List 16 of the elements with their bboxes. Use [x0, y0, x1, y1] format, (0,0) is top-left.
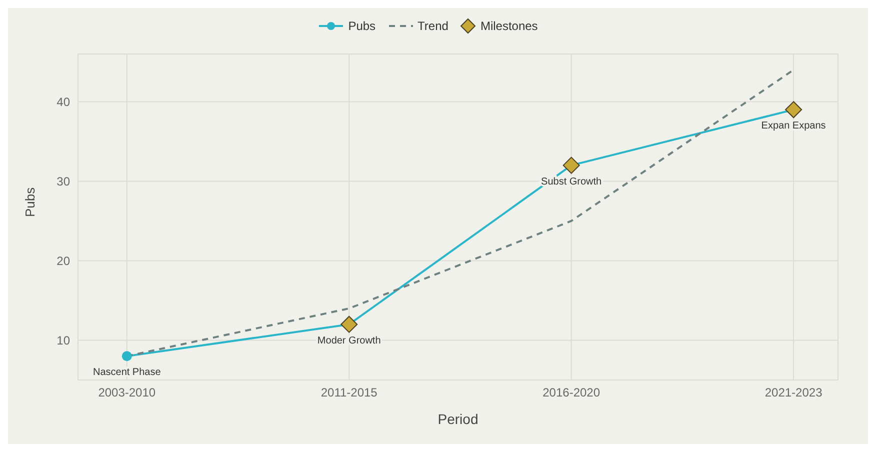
y-tick-label: 30 — [56, 174, 70, 188]
x-tick-label: 2021-2023 — [764, 386, 823, 400]
annotation: Nascent Phase — [92, 367, 162, 378]
annotation: Expan Expans — [761, 120, 826, 132]
x-axis-title: Period — [438, 411, 478, 427]
x-tick-label: 2016-2020 — [542, 386, 600, 400]
legend-label: Pubs — [348, 19, 376, 33]
y-axis-title: Pubs — [22, 186, 38, 217]
annotation: Moder Growth — [317, 335, 381, 346]
y-tick-label: 40 — [56, 94, 70, 109]
legend-label: Trend — [418, 19, 448, 33]
y-tick-label: 10 — [56, 334, 70, 348]
y-tick-label: 20 — [56, 254, 70, 268]
x-tick-label: 2011-2015 — [320, 386, 378, 400]
x-tick-label: 2003-2010 — [98, 386, 156, 400]
legend-label: Milestones — [480, 19, 538, 33]
